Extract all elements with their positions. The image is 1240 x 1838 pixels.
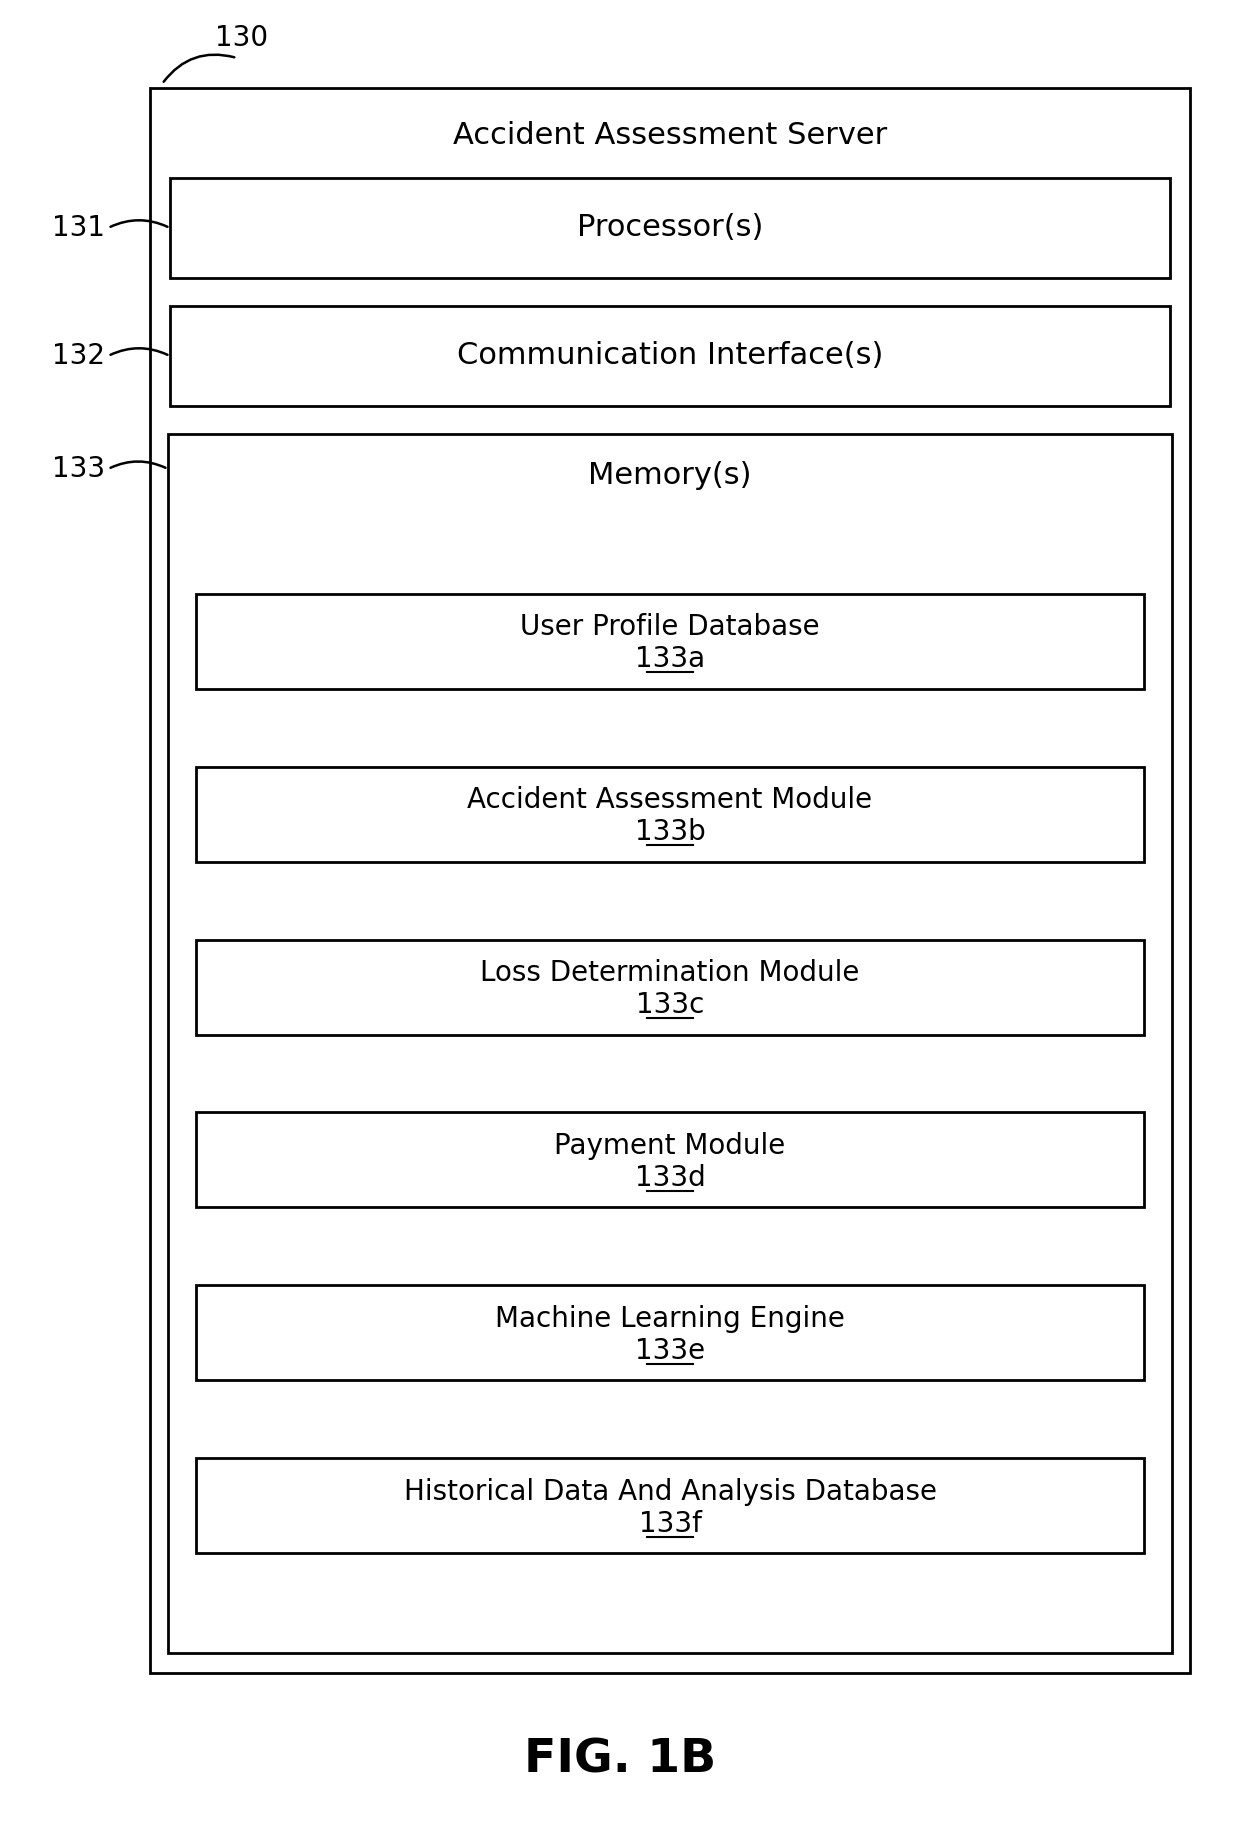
Text: Memory(s): Memory(s) — [588, 461, 751, 491]
FancyBboxPatch shape — [196, 1458, 1145, 1553]
Text: 133: 133 — [52, 456, 105, 483]
Text: Historical Data And Analysis Database: Historical Data And Analysis Database — [403, 1478, 936, 1505]
FancyBboxPatch shape — [167, 434, 1172, 1652]
FancyBboxPatch shape — [196, 939, 1145, 1035]
Text: FIG. 1B: FIG. 1B — [523, 1737, 717, 1783]
FancyBboxPatch shape — [196, 766, 1145, 862]
FancyBboxPatch shape — [170, 178, 1171, 278]
FancyBboxPatch shape — [196, 594, 1145, 689]
Text: Processor(s): Processor(s) — [577, 213, 763, 243]
Text: 132: 132 — [52, 342, 105, 369]
Text: Loss Determination Module: Loss Determination Module — [480, 959, 859, 987]
Text: 131: 131 — [52, 213, 105, 243]
FancyBboxPatch shape — [150, 88, 1190, 1673]
Text: 133c: 133c — [636, 991, 704, 1018]
Text: 133a: 133a — [635, 645, 706, 673]
Text: Machine Learning Engine: Machine Learning Engine — [495, 1305, 844, 1333]
Text: 133e: 133e — [635, 1336, 706, 1366]
Text: Accident Assessment Module: Accident Assessment Module — [467, 787, 873, 814]
Text: Payment Module: Payment Module — [554, 1132, 786, 1160]
Text: 133b: 133b — [635, 818, 706, 845]
FancyBboxPatch shape — [196, 1285, 1145, 1380]
Text: 133d: 133d — [635, 1163, 706, 1191]
FancyBboxPatch shape — [196, 1112, 1145, 1208]
FancyBboxPatch shape — [170, 305, 1171, 406]
Text: 133f: 133f — [639, 1509, 702, 1538]
Text: Accident Assessment Server: Accident Assessment Server — [453, 121, 887, 151]
Text: User Profile Database: User Profile Database — [521, 614, 820, 641]
Text: 130: 130 — [215, 24, 268, 51]
Text: Communication Interface(s): Communication Interface(s) — [456, 342, 883, 371]
